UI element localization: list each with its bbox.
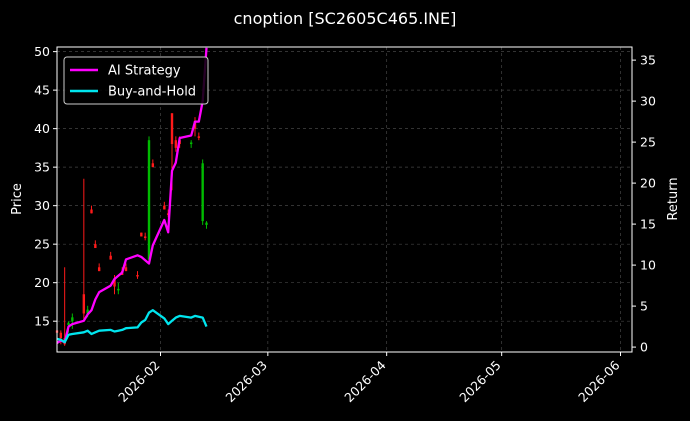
- y2-tick-label: 30: [640, 94, 656, 109]
- series-lines: [56, 47, 208, 344]
- candle-body: [151, 163, 155, 168]
- legend-box: [63, 56, 209, 105]
- candle-body: [59, 332, 63, 339]
- y-tick-label: 25: [34, 237, 50, 252]
- y-tick-label: 45: [34, 83, 50, 98]
- y2-axis-title: Return: [666, 177, 681, 220]
- candle-body: [174, 140, 178, 148]
- legend-label: AI Strategy: [108, 64, 181, 79]
- y2-tick-label: 20: [640, 176, 656, 191]
- candle-body: [86, 309, 89, 314]
- y2-tick-label: 10: [640, 258, 656, 273]
- plot-frame: [56, 46, 633, 353]
- series-line: [56, 309, 208, 344]
- legend: AI Strategy Buy-and-Hold: [63, 56, 209, 105]
- y2-tick-label: 15: [640, 217, 656, 232]
- candle-body: [109, 255, 112, 260]
- candle-body: [94, 244, 97, 249]
- candle-body: [82, 294, 86, 314]
- y-tick-label: 20: [34, 275, 50, 290]
- y-tick-label: 50: [34, 44, 50, 59]
- y-tick-label: 15: [34, 314, 50, 329]
- candle-body: [143, 236, 147, 239]
- y-axis-left: 15 20 25 30 35 40 45 50: [34, 44, 57, 329]
- y-axis-title: Price: [10, 183, 25, 215]
- candle-body: [140, 232, 143, 237]
- y2-tick-label: 35: [640, 53, 656, 68]
- y-tick-label: 30: [34, 198, 50, 213]
- candle-body: [71, 317, 74, 322]
- candle-body: [147, 140, 151, 260]
- chart-title: cnoption [SC2605C465.INE]: [234, 9, 457, 28]
- candle-body: [67, 322, 70, 326]
- candle-body: [124, 267, 128, 272]
- y2-tick-label: 0: [640, 340, 648, 355]
- candle-body: [97, 267, 101, 272]
- candle-body: [189, 142, 193, 145]
- candle-body: [90, 209, 93, 214]
- series-line: [56, 47, 208, 344]
- candle-body: [136, 274, 139, 277]
- candle-body: [197, 136, 201, 138]
- legend-label: Buy-and-Hold: [108, 85, 196, 100]
- y-axis-right: 0 5 10 15 20 25 30 35: [632, 53, 656, 355]
- candle-body: [117, 288, 120, 291]
- y-tick-label: 40: [34, 121, 50, 136]
- candle-body: [166, 213, 170, 215]
- candle-body: [163, 205, 166, 210]
- y2-tick-label: 5: [640, 299, 648, 314]
- candle-body: [170, 113, 174, 145]
- candle-body: [205, 222, 208, 225]
- y2-tick-label: 25: [640, 135, 656, 150]
- y-tick-label: 35: [34, 160, 50, 175]
- candle-body: [201, 163, 204, 222]
- candle-body: [113, 278, 116, 287]
